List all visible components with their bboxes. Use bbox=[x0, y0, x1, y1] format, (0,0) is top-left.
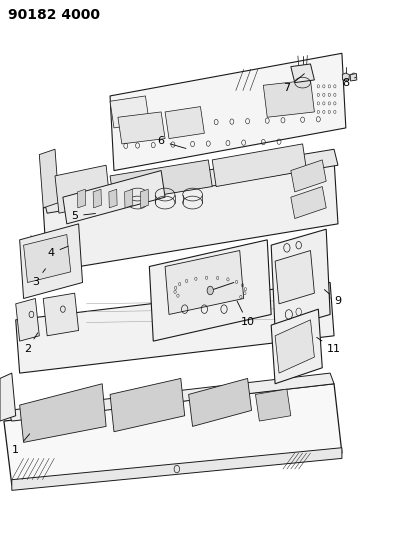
Polygon shape bbox=[110, 378, 185, 432]
Text: 7: 7 bbox=[283, 74, 305, 93]
Polygon shape bbox=[93, 189, 101, 208]
Text: 11: 11 bbox=[317, 337, 341, 354]
Text: 10: 10 bbox=[237, 301, 255, 327]
Polygon shape bbox=[20, 224, 83, 298]
Polygon shape bbox=[291, 187, 326, 219]
Polygon shape bbox=[275, 320, 314, 373]
Polygon shape bbox=[255, 389, 291, 421]
Polygon shape bbox=[165, 251, 244, 314]
Polygon shape bbox=[43, 293, 79, 336]
Polygon shape bbox=[342, 73, 349, 80]
Polygon shape bbox=[212, 144, 307, 187]
Polygon shape bbox=[43, 149, 338, 213]
Polygon shape bbox=[295, 282, 330, 304]
Polygon shape bbox=[39, 149, 59, 208]
Polygon shape bbox=[189, 378, 252, 426]
Polygon shape bbox=[149, 240, 271, 341]
Text: 1: 1 bbox=[12, 434, 29, 455]
Text: 9: 9 bbox=[324, 289, 342, 306]
Circle shape bbox=[207, 286, 213, 295]
Polygon shape bbox=[110, 96, 149, 128]
Polygon shape bbox=[263, 80, 314, 117]
Text: 90182 4000: 90182 4000 bbox=[8, 8, 100, 22]
Polygon shape bbox=[110, 160, 212, 203]
Polygon shape bbox=[291, 64, 314, 83]
Polygon shape bbox=[20, 384, 106, 442]
Polygon shape bbox=[110, 53, 346, 171]
Text: 6: 6 bbox=[158, 136, 186, 149]
Polygon shape bbox=[291, 160, 326, 192]
Text: 5: 5 bbox=[71, 211, 95, 221]
Polygon shape bbox=[275, 251, 314, 304]
Polygon shape bbox=[0, 373, 16, 421]
Polygon shape bbox=[109, 189, 117, 208]
Polygon shape bbox=[271, 229, 330, 330]
Polygon shape bbox=[125, 189, 133, 208]
Polygon shape bbox=[12, 448, 342, 490]
Polygon shape bbox=[4, 384, 342, 485]
Polygon shape bbox=[8, 373, 334, 421]
Polygon shape bbox=[140, 189, 149, 208]
Text: 3: 3 bbox=[32, 269, 46, 287]
Text: 8: 8 bbox=[342, 77, 356, 87]
Polygon shape bbox=[271, 309, 322, 384]
Polygon shape bbox=[77, 189, 86, 208]
Text: 4: 4 bbox=[48, 246, 68, 258]
Polygon shape bbox=[63, 171, 165, 224]
Polygon shape bbox=[16, 298, 39, 341]
Polygon shape bbox=[55, 165, 110, 213]
Polygon shape bbox=[118, 112, 165, 144]
Polygon shape bbox=[16, 282, 334, 373]
Polygon shape bbox=[24, 235, 71, 282]
Polygon shape bbox=[350, 74, 357, 81]
Text: 2: 2 bbox=[24, 333, 38, 354]
Polygon shape bbox=[165, 107, 204, 139]
Polygon shape bbox=[43, 160, 338, 272]
